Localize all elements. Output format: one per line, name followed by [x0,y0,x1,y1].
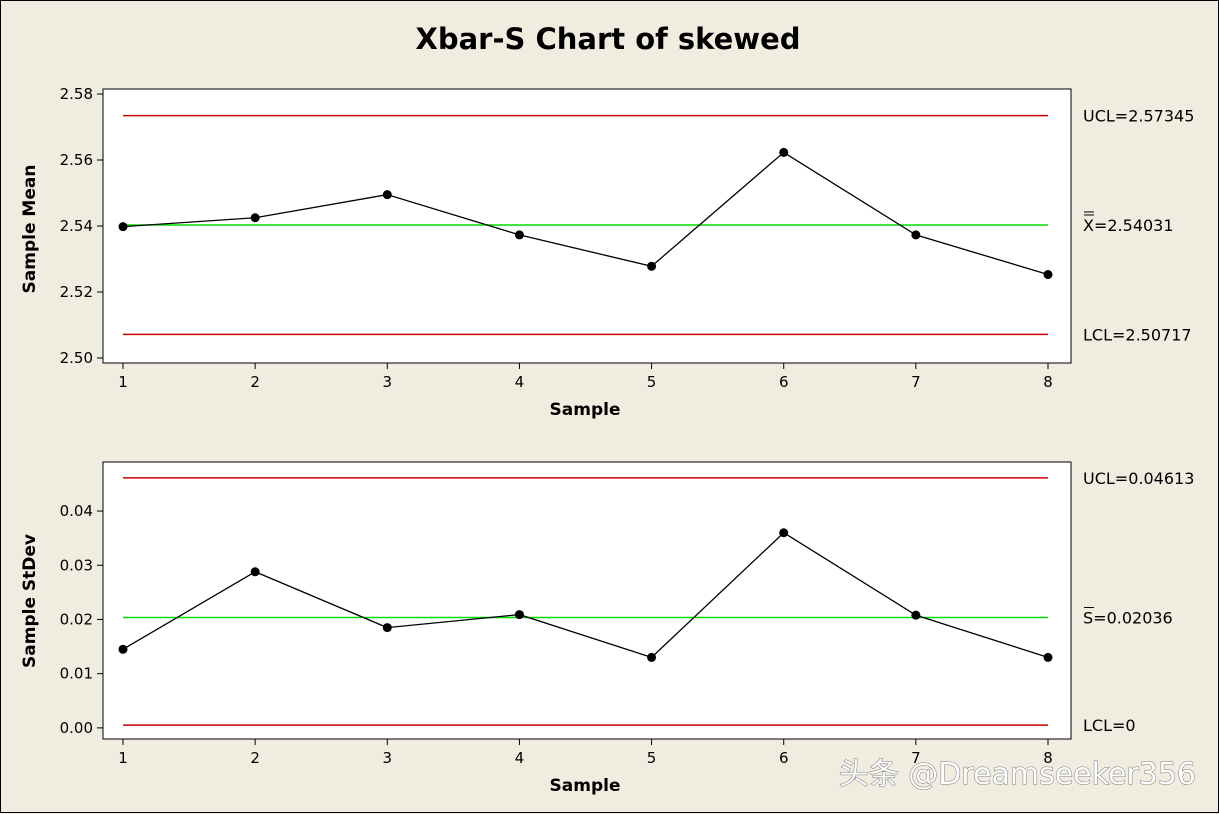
y-tick-label: 2.56 [60,151,93,169]
y-tick-label: 2.54 [60,217,93,235]
y-tick-label: 0.01 [60,665,93,683]
x-tick-label: 5 [647,749,657,767]
center-label: X=2.54031 [1083,216,1174,235]
x-tick-label: 8 [1043,749,1053,767]
sample-mean-panel: Sample Mean Sample 2.50 2.52 2.54 2.56 2.58 1… [20,85,1194,420]
x-tick-label: 2 [250,373,260,391]
y-tick-label: 0.03 [60,556,93,574]
center-label: S=0.02036 [1083,609,1173,628]
y-tick-label: 2.50 [60,349,93,367]
data-point [250,213,260,223]
data-point [779,147,789,157]
x-tick-label: 6 [779,373,789,391]
x-tick-label: 3 [383,749,393,767]
data-point [647,652,657,662]
data-point [514,610,524,620]
x-tick-label: 4 [515,749,525,767]
x-tick-label: 1 [118,749,128,767]
y-tick-label: 0.02 [60,610,93,628]
data-series-line [122,531,1049,659]
x-tick-label: 4 [515,373,525,391]
x-tick-label: 1 [118,373,128,391]
y-tick-label: 2.52 [60,283,93,301]
x-tick-label: 7 [911,749,921,767]
data-point [118,222,128,232]
x-tick-label: 8 [1043,373,1053,391]
data-point [1043,652,1053,662]
sample-stdev-panel: Sample StDev Sample 0.00 0.01 0.02 0.03 0.04… [20,461,1194,796]
data-point [1043,270,1053,280]
data-point [118,644,128,654]
x-tick-label: 5 [647,373,657,391]
data-point [911,610,921,620]
x-axis-title-stdev: Sample [550,776,621,796]
y-tick-label: 0.00 [60,719,93,737]
data-point [647,261,657,271]
x-tick-label: 3 [383,373,393,391]
plot-area-stdev [102,461,1072,740]
y-axis-title-stdev: Sample StDev [20,534,40,668]
lcl-label: LCL=2.50717 [1083,325,1192,344]
watermark: 头条 @Dreamseeker356 [839,757,1196,792]
data-point [514,230,524,240]
data-point [779,528,789,538]
plot-area-mean [102,88,1072,364]
x-tick-label: 7 [911,373,921,391]
x-axis-title-mean: Sample [550,400,621,420]
chart-title: Xbar-S Chart of skewed [415,22,800,56]
y-tick-label: 2.58 [60,85,93,103]
y-tick-label: 0.04 [60,502,93,520]
data-point [250,567,260,577]
data-point [382,623,392,633]
data-point [911,230,921,240]
ucl-label: UCL=0.04613 [1083,469,1194,488]
data-series-line [122,151,1049,276]
x-tick-label: 6 [779,749,789,767]
lcl-label: LCL=0 [1083,716,1136,735]
y-axis-title-mean: Sample Mean [20,165,40,294]
data-point [382,190,392,200]
x-tick-label: 2 [250,749,260,767]
ucl-label: UCL=2.57345 [1083,107,1194,126]
